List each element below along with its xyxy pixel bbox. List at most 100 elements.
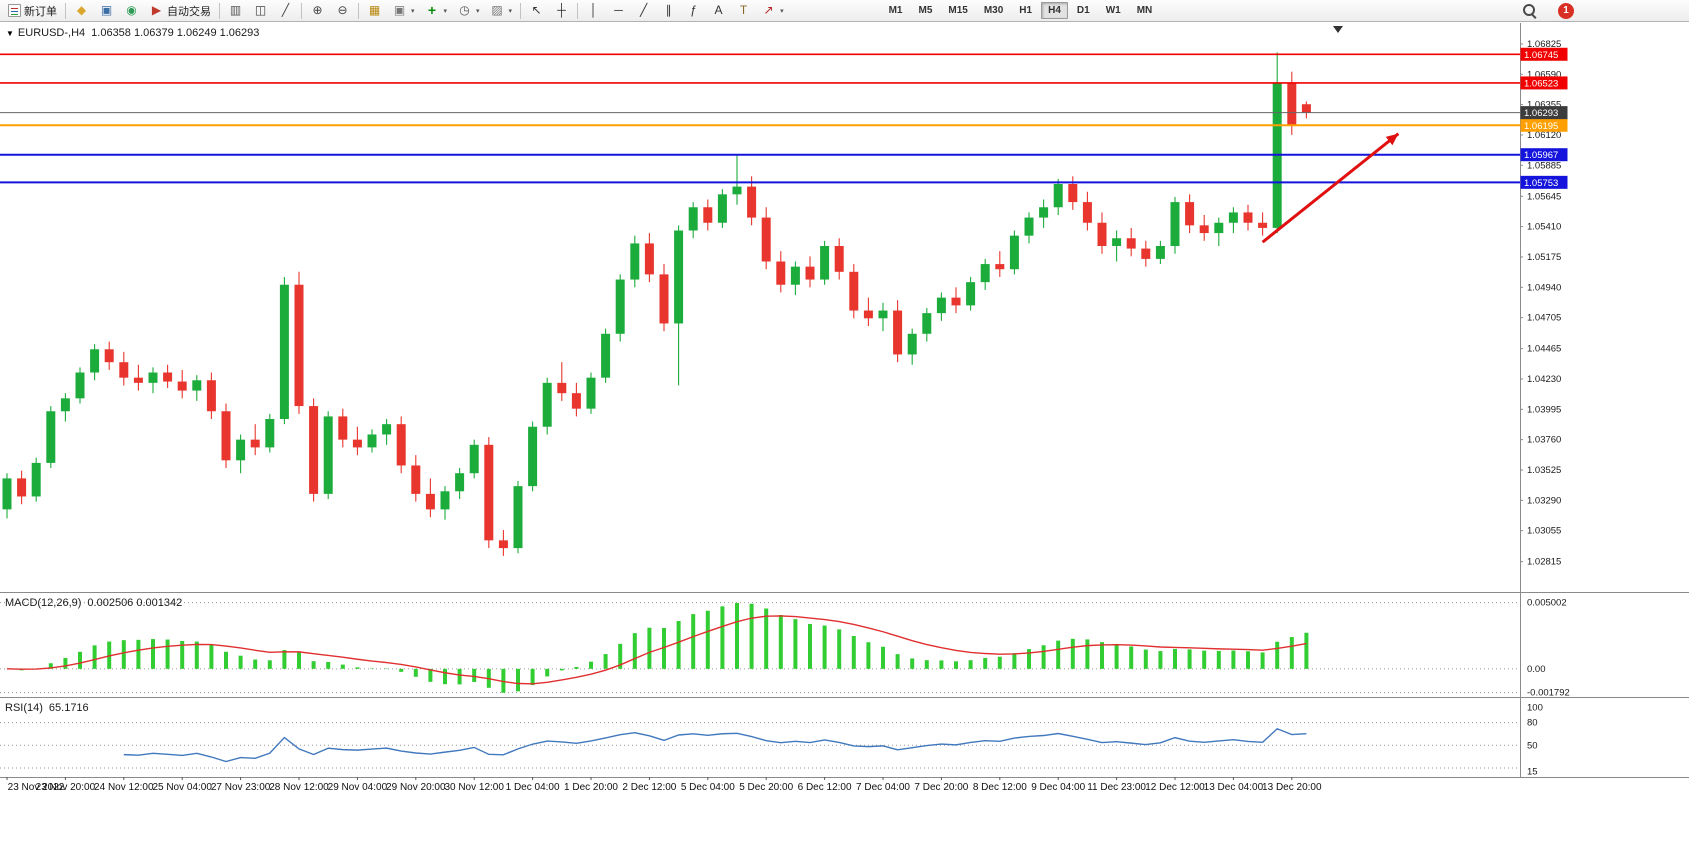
timeframe-MN[interactable]: MN (1136, 5, 1153, 16)
candle-body (484, 444, 494, 541)
candle-body (1068, 184, 1078, 203)
toolbar-separator (358, 2, 359, 19)
zoom-in-button[interactable]: ⊕ (306, 1, 329, 20)
periods-button[interactable]: ◷ ▾ (453, 1, 484, 20)
candle-body (615, 279, 625, 334)
candle-body (440, 491, 450, 510)
timeframe-M30[interactable]: M30 (983, 5, 1004, 16)
trend-arrow-head[interactable] (1385, 133, 1399, 146)
candle-body (265, 418, 275, 448)
toolbar-separator (577, 2, 579, 19)
candle-body (192, 380, 202, 391)
candle-body (586, 377, 596, 409)
fibonacci-icon: ƒ (690, 3, 697, 17)
candle-body (309, 406, 319, 494)
layouts-button[interactable]: ▣ (95, 1, 118, 20)
price-axis-label: 1.03525 (1527, 465, 1561, 476)
timeframe-W1[interactable]: W1 (1105, 5, 1121, 16)
candle-body (571, 393, 581, 409)
time-axis-label: 27 Nov 23:00 (211, 782, 271, 793)
timeframe-H4[interactable]: H4 (1041, 2, 1068, 19)
timeframe-M15[interactable]: M15 (948, 5, 968, 16)
price-axis-label: 1.04465 (1527, 344, 1561, 355)
timeframe-M5[interactable]: M5 (918, 5, 933, 16)
time-axis-label: 12 Dec 12:00 (1145, 782, 1205, 793)
vertical-line-button[interactable]: │ (582, 1, 605, 20)
time-axis-label: 5 Dec 20:00 (739, 782, 793, 793)
candle-body (469, 444, 479, 474)
tile-windows-button[interactable]: ▦ (363, 1, 386, 20)
chart-ohlc: 1.06358 1.06379 1.06249 1.06293 (91, 27, 260, 39)
auto-trading-button[interactable]: ▶ 自动交易 (145, 1, 215, 20)
text-button[interactable]: A (707, 1, 730, 20)
candle-body (717, 194, 727, 223)
line-chart-button[interactable]: ╱ (274, 1, 297, 20)
candle-body (893, 310, 903, 355)
new-order-button[interactable]: 新订单 (4, 1, 61, 20)
indicators-button[interactable]: + ▾ (421, 1, 452, 20)
candle-body (790, 266, 800, 285)
templates-button[interactable]: ▨ ▾ (486, 1, 517, 20)
candle-body (1053, 184, 1063, 208)
candle-body (805, 266, 815, 280)
cursor-icon: ↖ (531, 3, 542, 17)
rsi-label: RSI(14) 65.1716 (5, 702, 89, 714)
bar-chart-icon: ▥ (229, 3, 242, 17)
horizontal-line-button[interactable]: ─ (607, 1, 630, 20)
auto-trading-label: 自动交易 (167, 5, 211, 18)
candle-body (1199, 225, 1209, 234)
cascade-windows-button[interactable]: ▣ ▾ (388, 1, 419, 20)
toolbar-groups: 新订单 ◆ ▣ ◉ ▶ 自动交易 ▥ ◫ ╱ ⊕ ⊖ ▦ ▣ ▾ + ▾ ◷ ▾ ▨ ▾ ↖ ┼ │ ─ ╱ ∥ ƒ A T ↗ ▾ (3, 0, 789, 21)
candle-body (382, 424, 392, 435)
dropdown-caret-icon[interactable]: ▾ (443, 7, 448, 15)
timeframe-D1[interactable]: D1 (1076, 5, 1090, 16)
community-button[interactable]: ◉ (120, 1, 143, 20)
candle-body (703, 207, 713, 223)
candle-body (1287, 83, 1297, 125)
timeframe-H1[interactable]: H1 (1019, 5, 1033, 16)
toolbar-separator (520, 2, 522, 19)
macd-axis-label: 0.005002 (1527, 598, 1567, 609)
zoom-out-button[interactable]: ⊖ (331, 1, 354, 20)
zoom-out-icon: ⊖ (337, 3, 348, 17)
templates-icon: ▨ (491, 3, 503, 17)
shift-marker-icon[interactable] (1333, 26, 1343, 33)
dropdown-caret-icon[interactable]: ▾ (508, 7, 513, 15)
price-axis-label: 1.04230 (1527, 374, 1561, 385)
fibonacci-button[interactable]: ƒ (682, 1, 705, 20)
macd-name: MACD(12,26,9) (5, 597, 82, 609)
text-label-button[interactable]: T (732, 1, 755, 20)
price-axis-label: 1.03995 (1527, 404, 1561, 415)
collapse-icon[interactable]: ▼ (6, 29, 14, 38)
equidistant-channel-button[interactable]: ∥ (657, 1, 680, 20)
dropdown-caret-icon[interactable]: ▾ (476, 7, 480, 15)
candle-body (1170, 202, 1180, 246)
price-tag (1520, 47, 1568, 61)
time-axis-label: 30 Nov 12:00 (444, 782, 504, 793)
trendline-button[interactable]: ╱ (632, 1, 655, 20)
bar-chart-button[interactable]: ▥ (224, 1, 247, 20)
candle-body (133, 377, 143, 383)
candle-body (1141, 248, 1151, 259)
metaquotes-button[interactable]: ◆ (70, 1, 93, 20)
timeframe-M1[interactable]: M1 (888, 5, 903, 16)
rsi-name: RSI(14) (5, 702, 43, 714)
text-label-icon: T (739, 3, 748, 17)
candle-body (980, 264, 990, 283)
trend-arrow-line[interactable] (1261, 132, 1400, 244)
dropdown-caret-icon[interactable]: ▾ (780, 7, 784, 15)
dropdown-caret-icon[interactable]: ▾ (411, 7, 415, 15)
arrows-button[interactable]: ↗ ▾ (757, 1, 788, 20)
candle-body (659, 274, 669, 324)
candle-body (75, 372, 85, 399)
macd-axis-label: 0.00 (1527, 664, 1546, 675)
candlestick-chart-button[interactable]: ◫ (249, 1, 272, 20)
notification-badge[interactable]: 1 (1558, 2, 1574, 19)
crosshair-button[interactable]: ┼ (550, 1, 573, 20)
price-axis-label: 1.05645 (1527, 191, 1561, 202)
macd-axis-label: -0.001792 (1527, 688, 1570, 699)
search-button[interactable] (1518, 1, 1541, 20)
price-tag (1520, 118, 1568, 132)
cursor-button[interactable]: ↖ (525, 1, 548, 20)
